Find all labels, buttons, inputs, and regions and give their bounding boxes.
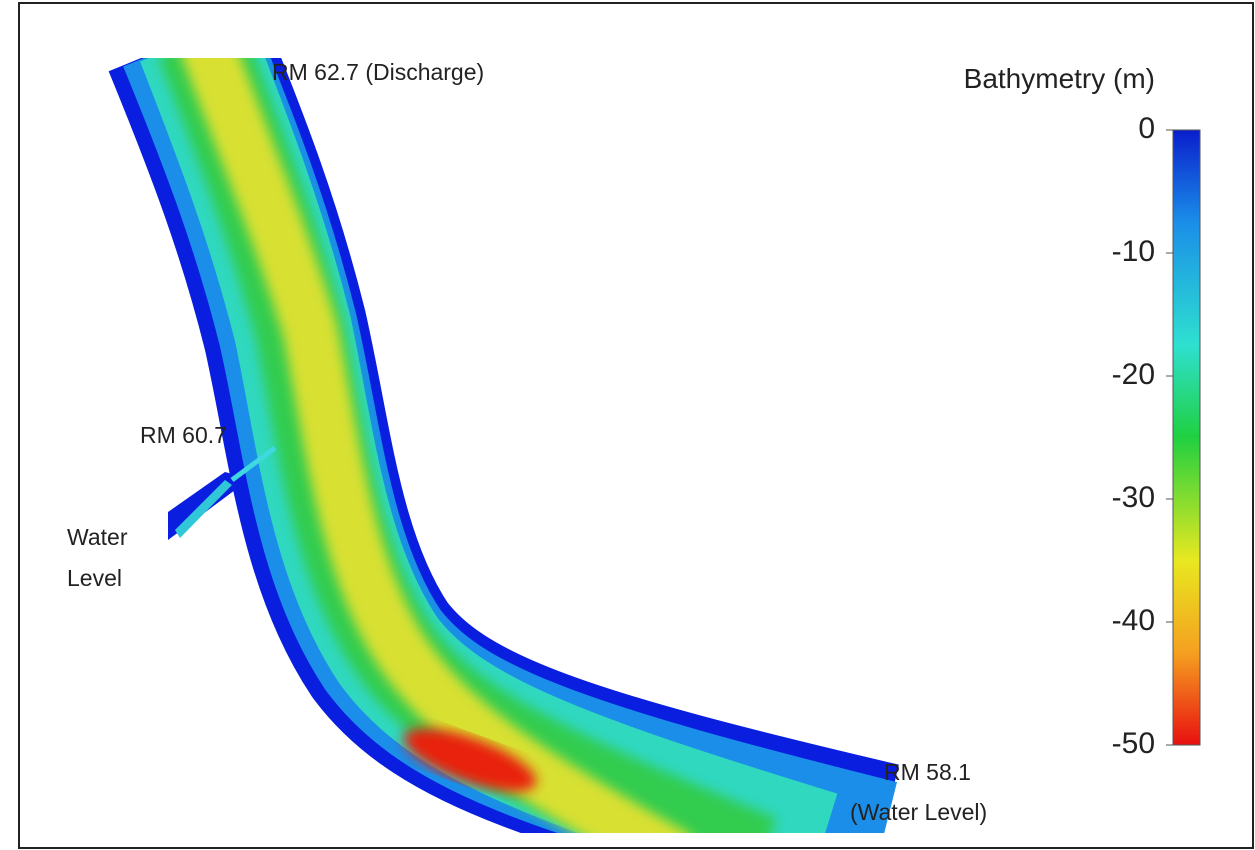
- colorbar: [1172, 129, 1201, 746]
- tick-label: -20: [1112, 358, 1155, 391]
- tick-label: -50: [1112, 727, 1155, 760]
- map-label: Level: [67, 565, 122, 591]
- map-label: RM 62.7 (Discharge): [272, 59, 484, 85]
- tick-label: 0: [1138, 112, 1155, 145]
- tick-label: -10: [1112, 235, 1155, 268]
- map-label: RM 58.1: [884, 759, 971, 785]
- tick-label: -30: [1112, 481, 1155, 514]
- map-label: RM 60.7: [140, 422, 227, 448]
- tick-label: -40: [1112, 604, 1155, 637]
- river-map: [108, 58, 899, 833]
- colorbar-title: Bathymetry (m): [964, 63, 1155, 94]
- map-label: (Water Level): [850, 799, 987, 825]
- map-label: Water: [67, 524, 128, 550]
